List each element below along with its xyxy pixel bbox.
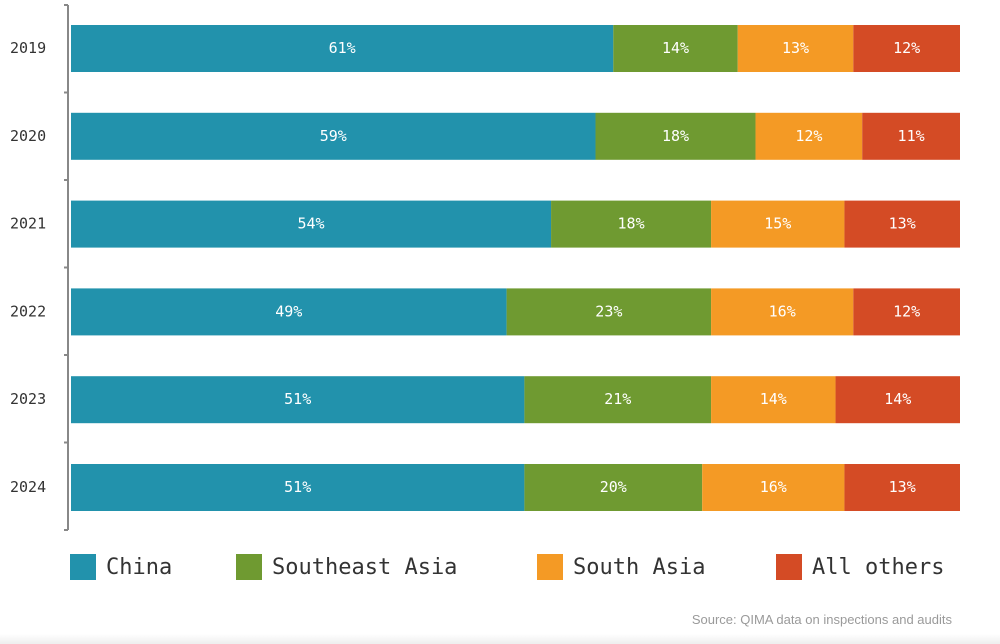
- data-label: 12%: [795, 127, 822, 145]
- data-label: 23%: [595, 302, 622, 320]
- y-tick-label: 2024: [10, 478, 46, 496]
- legend-item: All others: [776, 553, 944, 581]
- bar-segment: [844, 200, 960, 248]
- data-label: 16%: [769, 302, 796, 320]
- legend-item: China: [70, 553, 172, 581]
- legend-label: All others: [812, 554, 945, 580]
- data-label: 14%: [662, 39, 689, 57]
- bar-segment: [853, 288, 960, 336]
- data-label: 51%: [284, 390, 311, 408]
- stacked-bar-chart: 2019 2020 2021 2022 2023 2024 61% 14% 13% 12% 59%…: [10, 4, 960, 531]
- data-label: 16%: [760, 478, 787, 496]
- legend: China Southeast Asia South Asia All others: [70, 553, 970, 583]
- bar-segment: [71, 288, 507, 336]
- bar-segment: [71, 112, 596, 160]
- legend-label: China: [106, 554, 173, 580]
- data-label: 61%: [329, 39, 356, 57]
- y-tick-label: 2022: [10, 302, 46, 320]
- bar-segment: [862, 112, 960, 160]
- bars: 61% 14% 13% 12% 59% 18% 12% 11% 54% 18% 15% 13% 49% 2…: [71, 25, 960, 511]
- legend-swatch: [236, 554, 262, 580]
- legend-item: Southeast Asia: [236, 553, 457, 581]
- legend-swatch: [537, 554, 563, 580]
- bar-segment: [755, 112, 863, 160]
- legend-swatch: [70, 554, 96, 580]
- bar-segment: [711, 376, 836, 424]
- y-tick-label: 2023: [10, 390, 46, 408]
- legend-label: South Asia: [573, 554, 706, 580]
- data-label: 15%: [764, 215, 791, 233]
- data-label: 54%: [297, 215, 324, 233]
- y-tick-label: 2020: [10, 127, 46, 145]
- data-label: 18%: [618, 215, 645, 233]
- bar-segment: [595, 112, 756, 160]
- bar-segment: [551, 200, 712, 248]
- bar-segment: [524, 376, 712, 424]
- y-tick-label: 2019: [10, 39, 46, 57]
- data-label: 20%: [600, 478, 627, 496]
- legend-swatch: [776, 554, 802, 580]
- bar-segment: [71, 464, 525, 511]
- bar-segment: [711, 200, 845, 248]
- data-label: 13%: [889, 215, 916, 233]
- data-label: 12%: [893, 302, 920, 320]
- data-label: 14%: [760, 390, 787, 408]
- bar-segment: [853, 25, 960, 72]
- bar-segment: [844, 464, 960, 511]
- data-label: 51%: [284, 478, 311, 496]
- bar-segment: [737, 25, 854, 72]
- data-label: 14%: [884, 390, 911, 408]
- data-label: 21%: [604, 390, 631, 408]
- data-label: 59%: [320, 127, 347, 145]
- bar-segment: [71, 200, 552, 248]
- bar-segment: [524, 464, 703, 511]
- y-axis: 2019 2020 2021 2022 2023 2024: [10, 4, 69, 531]
- y-tick-label: 2021: [10, 215, 46, 233]
- data-label: 13%: [782, 39, 809, 57]
- bar-segment: [711, 288, 854, 336]
- bar-segment: [71, 376, 525, 424]
- bar-segment: [613, 25, 738, 72]
- footer-shade: [0, 634, 1000, 644]
- data-label: 13%: [889, 478, 916, 496]
- source-note: Source: QIMA data on inspections and aud…: [691, 612, 952, 627]
- bar-segment: [71, 25, 614, 72]
- legend-label: Southeast Asia: [272, 554, 458, 580]
- data-label: 12%: [893, 39, 920, 57]
- bar-segment: [702, 464, 845, 511]
- data-label: 18%: [662, 127, 689, 145]
- data-label: 49%: [275, 302, 302, 320]
- bar-segment: [506, 288, 712, 336]
- data-label: 11%: [898, 127, 925, 145]
- legend-item: South Asia: [537, 553, 705, 581]
- bar-segment: [835, 376, 960, 424]
